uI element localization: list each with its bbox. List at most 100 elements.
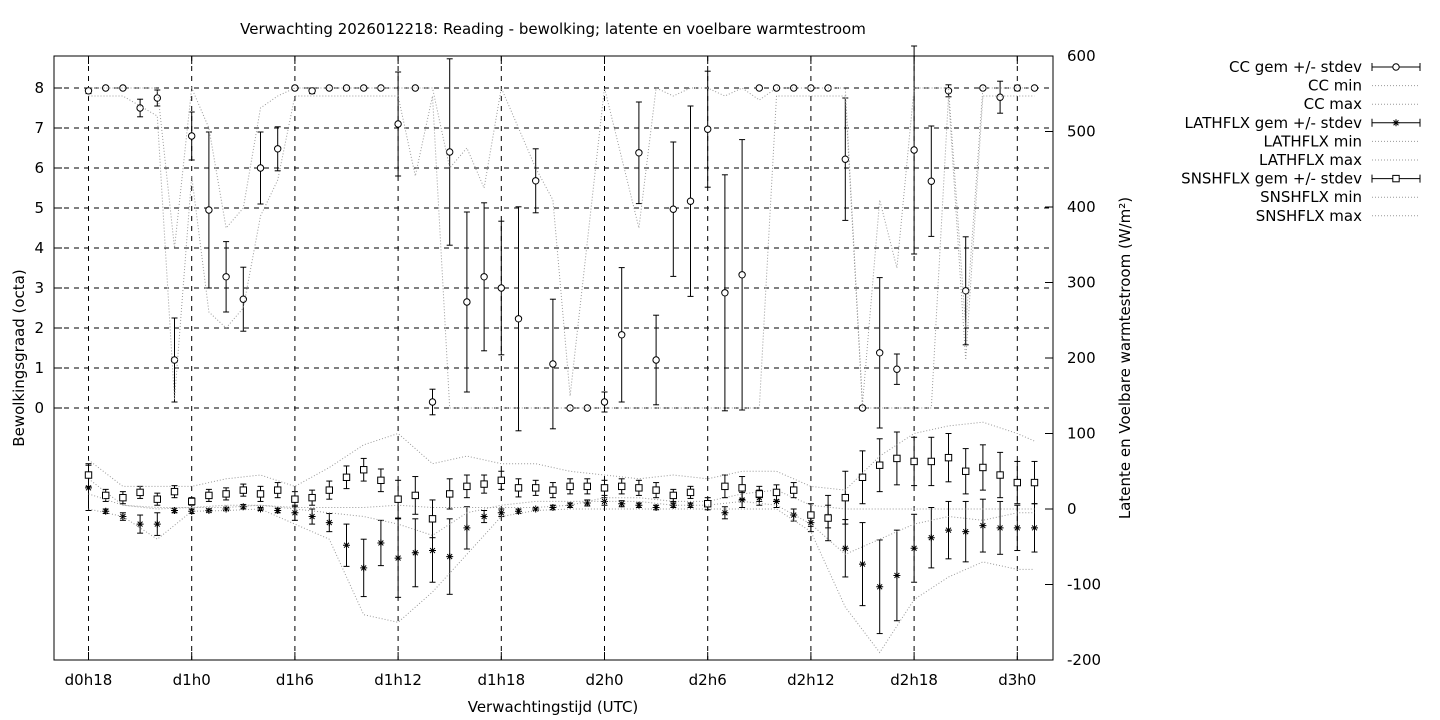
data-point: [600, 484, 609, 492]
data-point: [119, 493, 127, 502]
data-point: [841, 155, 849, 163]
data-point: [927, 177, 935, 185]
x-tick-label: d3h0: [998, 671, 1036, 689]
data-point: [979, 463, 987, 472]
legend-label: CC min: [1308, 77, 1362, 95]
series-4: [85, 464, 763, 598]
data-point: [325, 486, 334, 494]
data-point: [876, 461, 884, 469]
legend-label: CC max: [1304, 95, 1363, 113]
data-point: [170, 487, 179, 496]
data-point: [153, 94, 162, 102]
data-point: [428, 398, 437, 406]
data-point: [429, 547, 436, 555]
data-point: [738, 271, 746, 279]
data-point: [824, 514, 832, 522]
y-right-tick-label: -100: [1067, 576, 1101, 594]
y-left-tick-label: 8: [34, 79, 44, 97]
data-point: [153, 520, 161, 528]
y-axis-left-label: Bewolkingsgraad (octa): [10, 269, 28, 446]
data-point: [463, 482, 471, 491]
data-point: [600, 398, 609, 406]
data-point: [325, 519, 333, 527]
data-point: [497, 284, 505, 292]
dotted-line: [88, 95, 1035, 409]
data-point: [274, 145, 282, 153]
data-point: [583, 404, 591, 412]
data-point: [876, 583, 884, 591]
data-point: [790, 486, 798, 494]
data-point: [205, 491, 213, 500]
data-point: [601, 497, 608, 505]
data-point: [1013, 478, 1021, 487]
data-point: [635, 149, 643, 157]
data-point: [171, 507, 178, 515]
y-left-tick-label: 0: [34, 399, 44, 417]
data-point: [704, 500, 712, 508]
data-point: [669, 491, 677, 500]
data-point: [549, 503, 557, 511]
data-point: [910, 544, 918, 552]
data-point: [669, 205, 677, 213]
y-right-tick-label: -200: [1067, 651, 1101, 669]
data-point: [618, 331, 626, 339]
data-point: [996, 524, 1004, 532]
data-point: [497, 476, 506, 485]
y-right-tick-label: 300: [1067, 274, 1096, 292]
data-point: [910, 457, 918, 466]
x-tick-label: d1h6: [276, 671, 314, 689]
data-point: [876, 349, 884, 357]
y-left-tick-label: 3: [34, 279, 44, 297]
data-point: [841, 544, 849, 552]
data-point: [910, 146, 918, 154]
data-point: [446, 553, 454, 561]
legend-marker: [1392, 63, 1400, 71]
series-2: [88, 95, 1035, 409]
dotted-line: [88, 508, 1035, 654]
series-layer: [84, 45, 1039, 654]
data-point: [566, 482, 574, 491]
data-point: [394, 495, 402, 503]
data-point: [411, 549, 419, 557]
data-point: [342, 473, 351, 481]
data-point: [944, 453, 953, 462]
data-point: [618, 500, 626, 508]
data-point: [1031, 524, 1038, 532]
data-point: [566, 501, 574, 509]
x-tick-label: d1h12: [374, 671, 422, 689]
data-point: [927, 457, 935, 466]
grid: [54, 56, 1053, 660]
data-point: [102, 84, 110, 92]
data-point: [480, 513, 488, 521]
data-point: [119, 513, 127, 521]
data-point: [463, 524, 471, 532]
data-point: [704, 125, 712, 133]
data-point: [377, 539, 385, 547]
data-point: [205, 206, 213, 214]
data-point: [859, 560, 866, 568]
data-point: [893, 454, 901, 463]
y-left-tick-label: 5: [34, 199, 44, 217]
data-point: [532, 505, 540, 513]
series-0: [84, 58, 763, 432]
data-point: [119, 84, 127, 92]
y-right-tick-label: 600: [1067, 47, 1096, 65]
data-point: [945, 526, 952, 534]
data-point: [497, 509, 505, 517]
data-point: [256, 164, 265, 172]
data-point: [962, 467, 970, 475]
data-point: [669, 501, 677, 509]
data-point: [480, 273, 488, 281]
data-point: [136, 488, 144, 497]
data-point: [583, 499, 591, 507]
data-point: [360, 564, 368, 572]
data-point: [944, 87, 953, 95]
data-point: [239, 503, 247, 511]
data-point: [979, 522, 987, 530]
data-point: [446, 490, 454, 498]
y-axis-right-label: Latente en Voelbare warmtestroom (W/m²): [1116, 197, 1134, 519]
data-point: [652, 356, 660, 364]
data-point: [308, 87, 316, 95]
x-tick-label: d1h0: [173, 671, 211, 689]
data-point: [188, 132, 196, 140]
